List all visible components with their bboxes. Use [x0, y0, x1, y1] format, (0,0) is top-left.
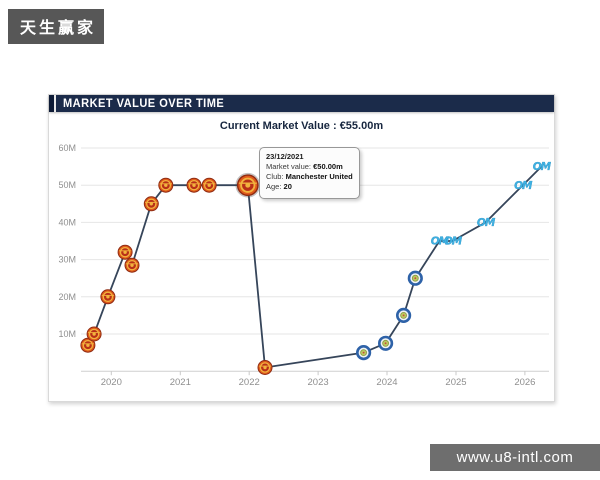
x-axis-tick-label: 2021: [170, 377, 191, 388]
data-point[interactable]: [117, 244, 133, 260]
data-point[interactable]: [158, 177, 174, 193]
x-axis-tick-label: 2026: [514, 377, 535, 388]
blue-club-crest-icon: [378, 335, 394, 351]
x-axis-tick-label: 2022: [239, 377, 260, 388]
tooltip-club-label: Club:: [266, 172, 284, 182]
blue-club-crest-icon: [396, 307, 412, 323]
y-axis-tick-label: 60M: [58, 143, 76, 153]
brand-banner: 天生赢家: [8, 9, 105, 44]
header-accent-bar: [49, 95, 56, 112]
tooltip-age-row: Age: 20: [266, 182, 353, 192]
data-point[interactable]: [143, 196, 159, 212]
data-point[interactable]: [356, 345, 372, 361]
panel-title: MARKET VALUE OVER TIME: [63, 97, 225, 110]
data-point[interactable]: [235, 172, 261, 198]
man-utd-crest-icon: [124, 257, 140, 273]
current-market-value: Current Market Value : €55.00m: [219, 120, 384, 132]
svg-text:OM: OM: [431, 236, 450, 248]
panel-header: MARKET VALUE OVER TIME: [49, 95, 554, 112]
y-axis-tick-label: 20M: [58, 292, 76, 302]
svg-text:OM: OM: [477, 217, 496, 229]
man-utd-crest-icon: [235, 172, 261, 198]
data-point[interactable]: OM: [514, 180, 534, 192]
data-point[interactable]: [407, 270, 423, 286]
data-point[interactable]: OM: [533, 161, 553, 173]
x-axis-tick-label: 2025: [445, 377, 466, 388]
y-axis-tick-label: 10M: [58, 329, 76, 339]
tooltip-age-label: Age:: [266, 182, 282, 192]
data-point[interactable]: [378, 335, 394, 351]
data-point[interactable]: OM: [444, 235, 464, 248]
y-axis-tick-label: 30M: [58, 255, 76, 265]
man-utd-crest-icon: [257, 360, 273, 375]
om-crest-icon: OM: [533, 161, 553, 173]
data-point[interactable]: [80, 337, 96, 353]
data-point[interactable]: [201, 177, 217, 193]
data-point[interactable]: [86, 326, 102, 342]
tooltip-market-value-label: Market value:: [266, 162, 312, 172]
svg-text:OM: OM: [514, 180, 533, 192]
data-point[interactable]: [124, 257, 140, 273]
man-utd-crest-icon: [80, 337, 96, 353]
y-axis-tick-label: 40M: [58, 217, 76, 227]
data-point[interactable]: [100, 289, 116, 305]
data-point[interactable]: OM: [477, 217, 497, 229]
svg-text:OM: OM: [533, 161, 552, 173]
man-utd-crest-icon: [117, 244, 133, 260]
man-utd-crest-icon: [201, 177, 217, 193]
om-crest-icon: OM: [444, 235, 464, 248]
data-point[interactable]: [257, 360, 273, 375]
tooltip-club: Manchester United: [285, 172, 353, 182]
man-utd-crest-icon: [143, 196, 159, 212]
om-crest-icon: OM: [477, 217, 497, 229]
y-axis-tick-label: 50M: [58, 180, 76, 190]
data-point[interactable]: [186, 177, 202, 193]
tooltip-date: 23/12/2021: [266, 152, 304, 161]
tooltip-market-value-row: Market value: €50.00m: [266, 162, 353, 172]
tooltip-club-row: Club: Manchester United: [266, 172, 353, 182]
x-axis-tick-label: 2024: [376, 377, 397, 388]
om-crest-icon: OM: [431, 235, 451, 248]
svg-text:OM: OM: [444, 236, 463, 248]
tooltip-market-value: €50.00m: [313, 162, 343, 172]
man-utd-crest-icon: [158, 177, 174, 193]
data-point[interactable]: OM: [431, 235, 451, 248]
man-utd-crest-icon: [186, 177, 202, 193]
tooltip: 23/12/2021 Market value: €50.00m Club: M…: [259, 147, 360, 199]
watermark-banner: www.u8-intl.com: [430, 444, 600, 471]
om-crest-icon: OM: [514, 180, 534, 192]
x-axis-tick-label: 2020: [101, 377, 122, 388]
man-utd-crest-icon: [86, 326, 102, 342]
x-axis-tick-label: 2023: [308, 377, 329, 388]
market-value-panel: MARKET VALUE OVER TIME Current Market Va…: [48, 94, 555, 402]
market-value-chart: 10M 20M 30M 40M 50M 60M 2020 2021 2022 2023 2024 20…: [58, 143, 553, 388]
blue-club-crest-icon: [407, 270, 423, 286]
data-point[interactable]: [396, 307, 412, 323]
blue-club-crest-icon: [356, 345, 372, 361]
tooltip-age: 20: [283, 182, 292, 192]
man-utd-crest-icon: [100, 289, 116, 305]
